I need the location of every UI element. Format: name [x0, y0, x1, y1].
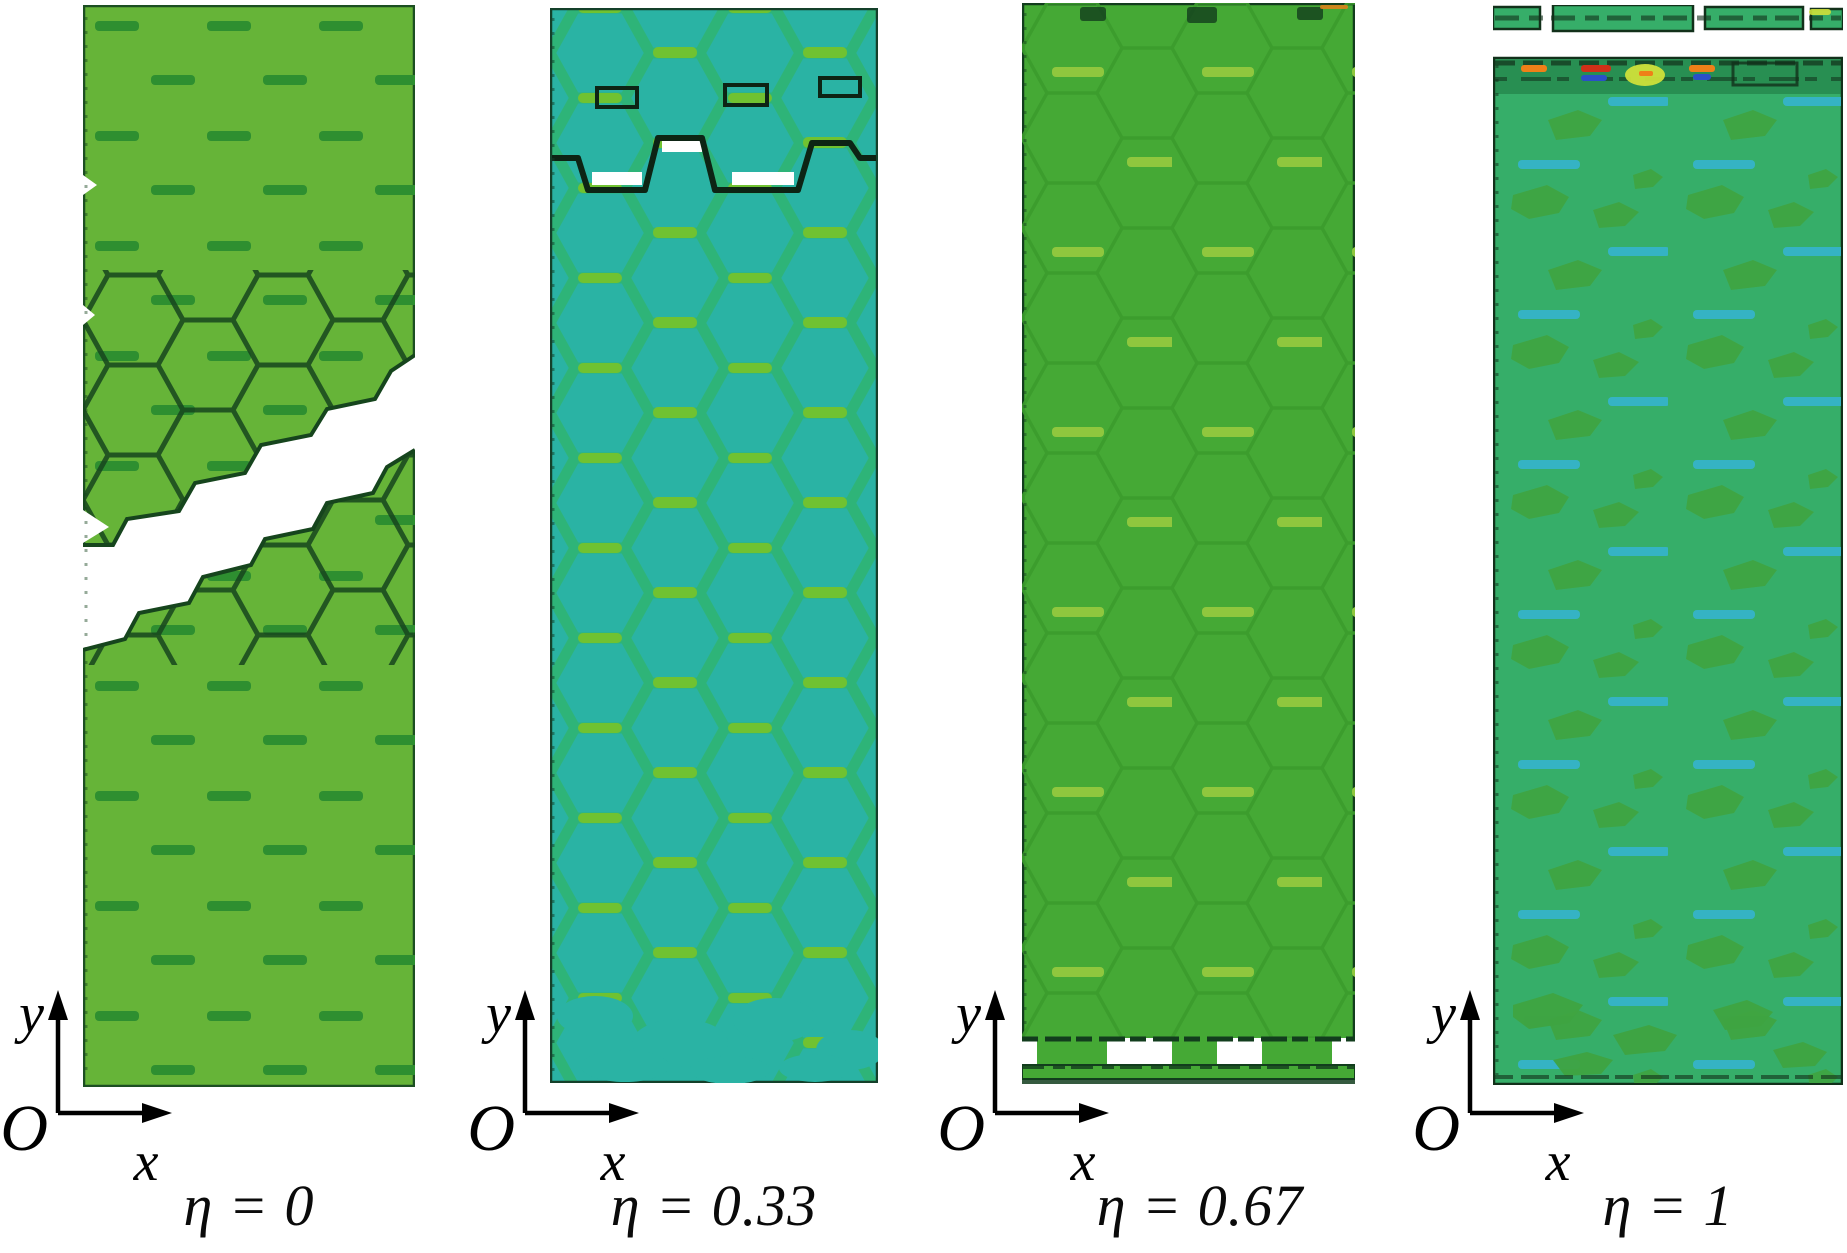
- axes-eta-1: y O x: [1412, 983, 1584, 1187]
- x-axis-label: x: [133, 1131, 159, 1187]
- eta-label-033: η = 0.33: [610, 1173, 818, 1238]
- y-arrowhead: [985, 990, 1005, 1020]
- speckle-field: [1495, 91, 1841, 1083]
- eta-label-1: η = 1: [1602, 1173, 1734, 1238]
- specimen-body: [1493, 56, 1843, 1085]
- top-right-speck: [1320, 5, 1348, 9]
- bottom-dense-speckles: [1513, 993, 1827, 1076]
- y-arrowhead: [515, 990, 535, 1020]
- y-arrowhead: [48, 990, 68, 1020]
- x-arrowhead: [1079, 1103, 1109, 1123]
- bottom-crack: [1022, 1036, 1355, 1084]
- edge-notches: [83, 175, 97, 325]
- specimen-eta-0.67: [1022, 3, 1355, 1084]
- eta-label-0: η = 0: [183, 1173, 315, 1238]
- specimen-body: [550, 8, 878, 1083]
- y-axis-label: y: [951, 983, 981, 1045]
- eta-label-067: η = 0.67: [1096, 1173, 1304, 1238]
- crack-process-zone: [1495, 60, 1841, 94]
- specimen-eta-0.33: [550, 8, 878, 1083]
- specimen-body: [1022, 3, 1355, 1084]
- specimen-body: [83, 5, 415, 1087]
- y-arrowhead: [1460, 990, 1480, 1020]
- x-arrowhead: [1554, 1103, 1584, 1123]
- diagonal-crack: [83, 353, 415, 652]
- top-detached-strip: [1493, 5, 1843, 33]
- specimen-eta-1: [1493, 5, 1843, 1085]
- axes-eta-0.67: y O x: [937, 983, 1109, 1187]
- x-axis-label: x: [600, 1131, 626, 1187]
- bottom-boundary-blobs: [557, 996, 878, 1083]
- origin-label: O: [467, 1092, 515, 1165]
- y-axis-label: y: [1426, 983, 1456, 1045]
- y-axis-label: y: [481, 983, 511, 1045]
- origin-label: O: [0, 1092, 48, 1165]
- x-arrowhead: [142, 1103, 172, 1123]
- axes-eta-0.33: y O x: [467, 983, 639, 1187]
- x-arrowhead: [609, 1103, 639, 1123]
- specimen-eta-0: [83, 5, 415, 1087]
- top-crack: [552, 76, 876, 193]
- x-axis-label: x: [1070, 1131, 1096, 1187]
- y-axis-label: y: [14, 983, 44, 1045]
- x-axis-label: x: [1545, 1131, 1571, 1187]
- top-junction-marks: [1080, 7, 1323, 23]
- light-dashes: [1022, 3, 1355, 1038]
- axes-eta-0: y O x: [0, 983, 172, 1187]
- origin-label: O: [937, 1092, 985, 1165]
- origin-label: O: [1412, 1092, 1460, 1165]
